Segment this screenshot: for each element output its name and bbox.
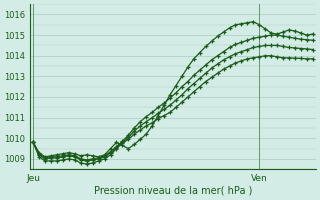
X-axis label: Pression niveau de la mer( hPa ): Pression niveau de la mer( hPa ) (94, 186, 252, 196)
